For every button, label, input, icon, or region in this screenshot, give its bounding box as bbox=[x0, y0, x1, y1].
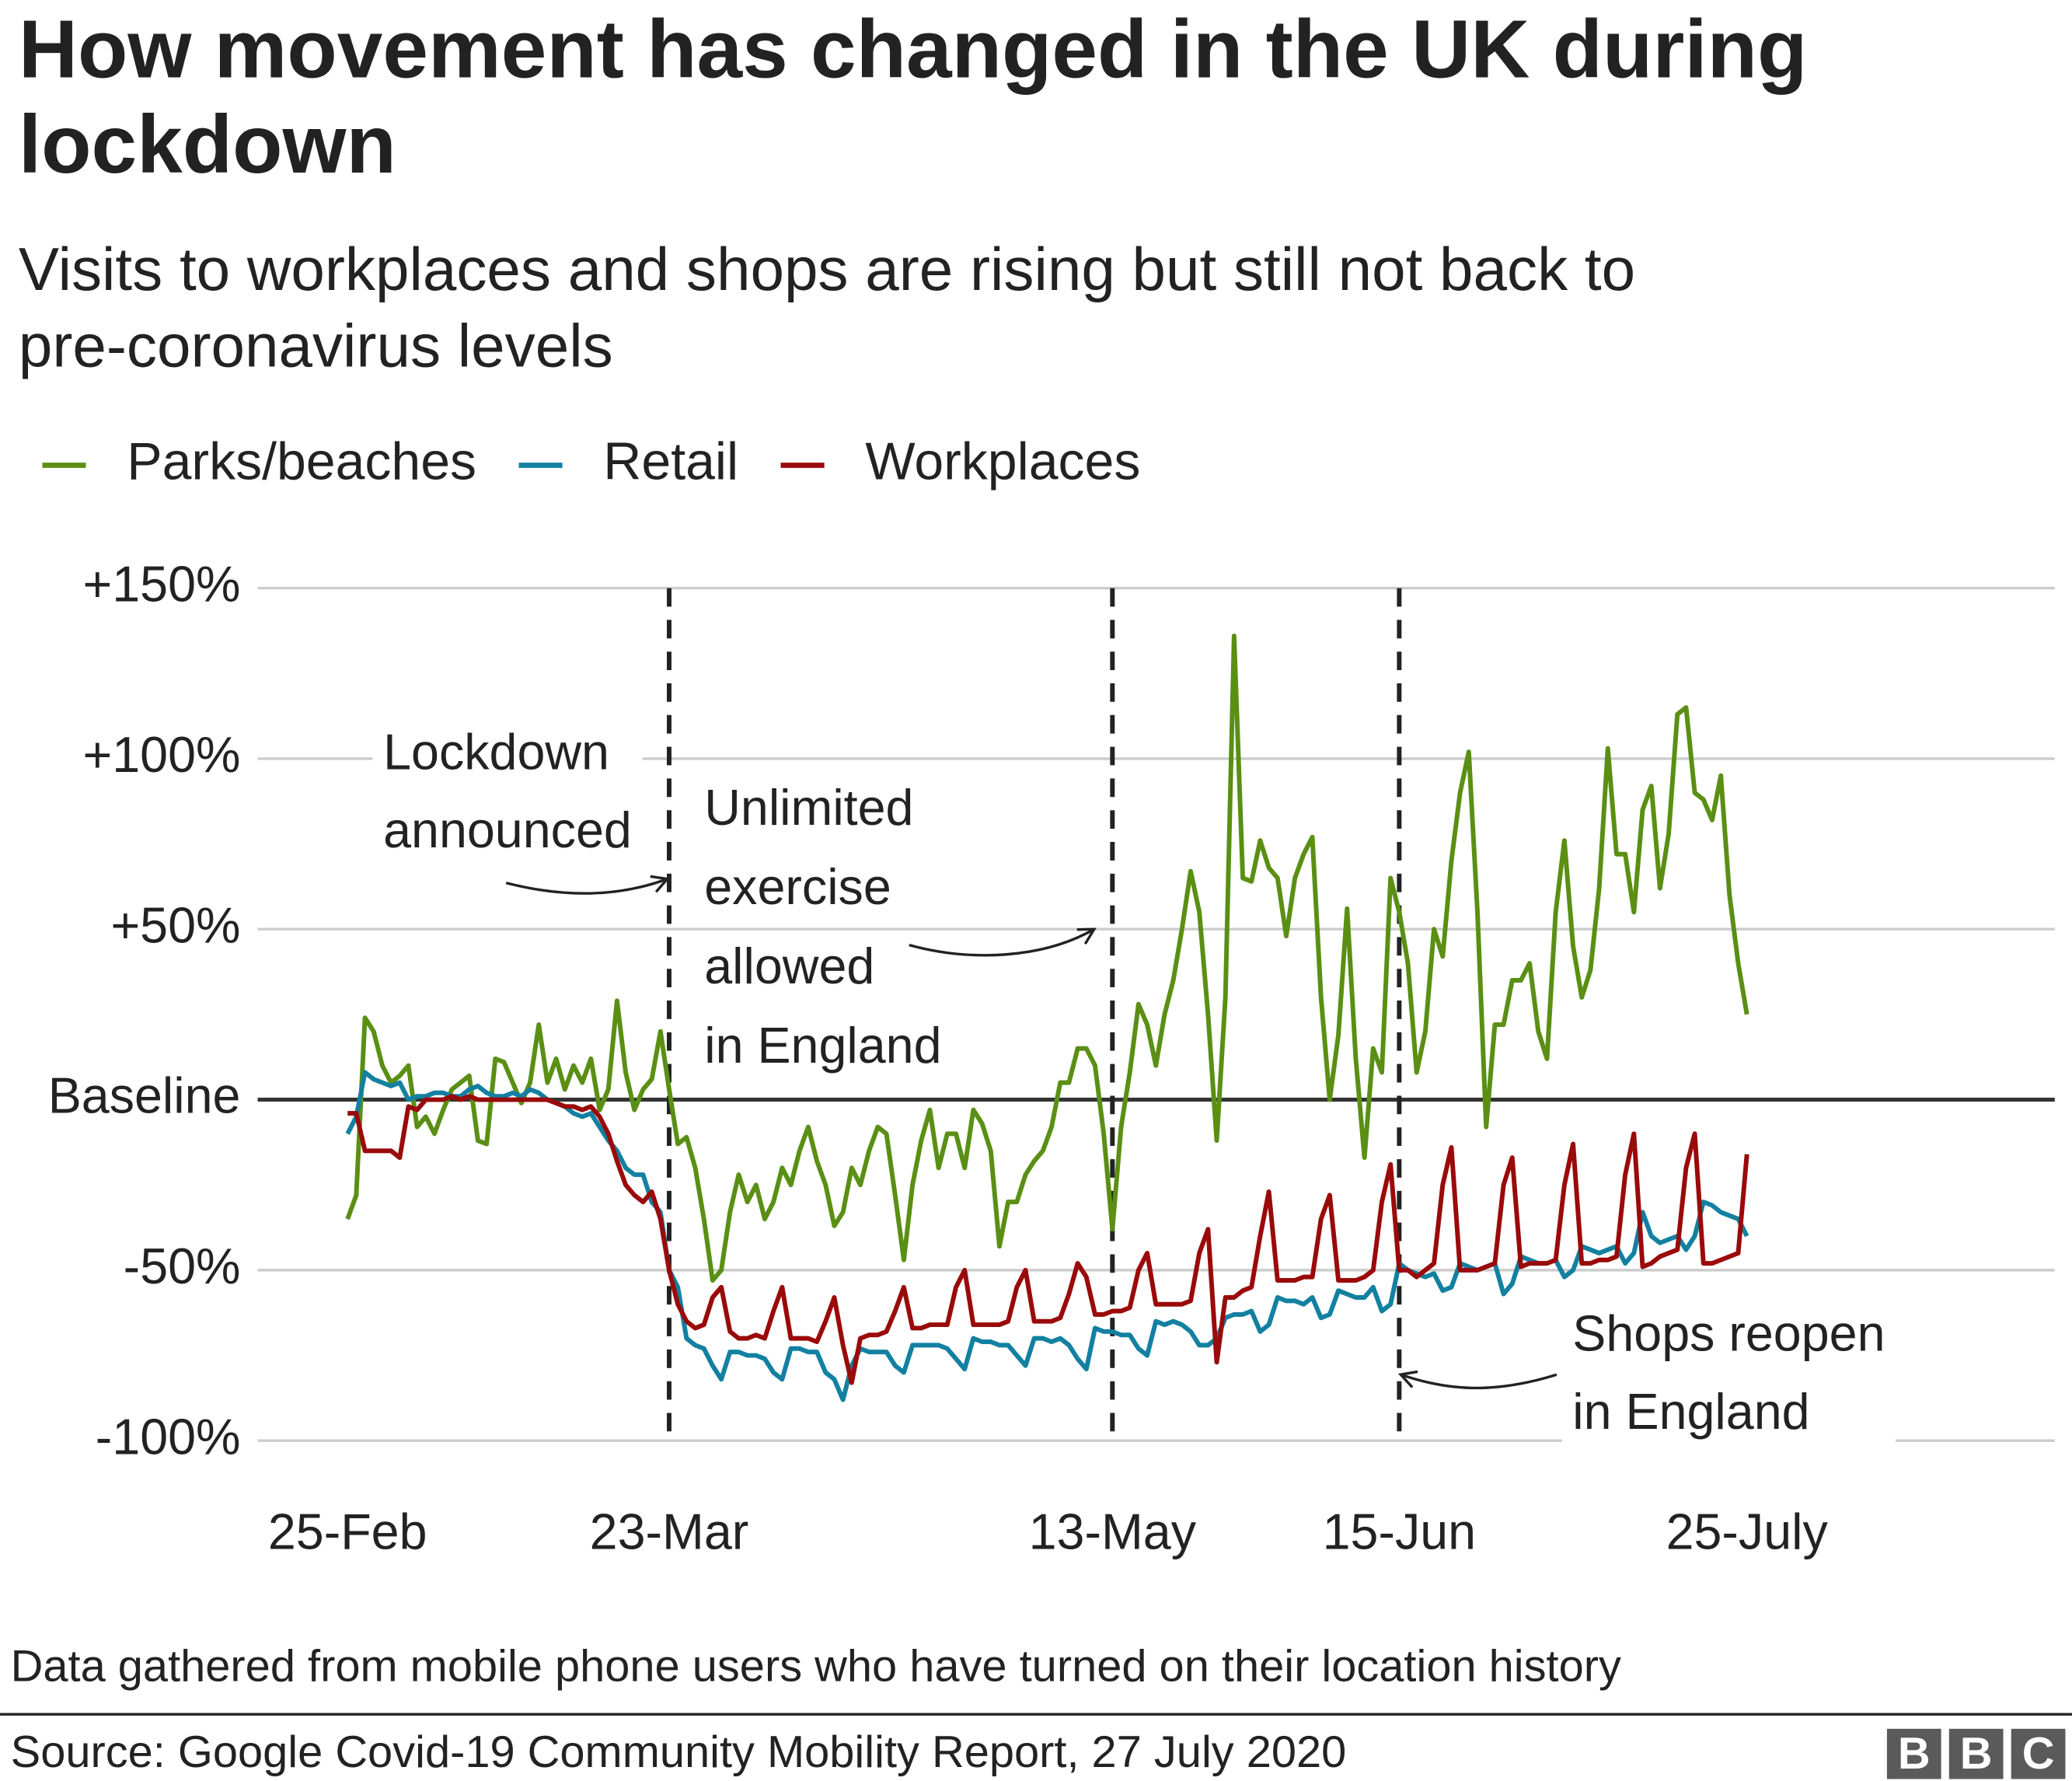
annotation-bg bbox=[372, 718, 643, 871]
annotation: Lockdown announced bbox=[372, 718, 670, 895]
annotation-text: exercise bbox=[704, 859, 891, 915]
annotation-text: Unlimited bbox=[704, 780, 913, 836]
annotation-bg bbox=[1561, 1300, 1896, 1453]
y-tick-label: -100% bbox=[96, 1409, 241, 1465]
annotation-arrow bbox=[505, 878, 668, 895]
y-tick-label: +50% bbox=[110, 897, 240, 953]
series-line bbox=[347, 1094, 1749, 1385]
logo-letter: B bbox=[1898, 1729, 1931, 1779]
logo-letter: C bbox=[2022, 1729, 2055, 1779]
x-tick-label: 23-Mar bbox=[590, 1504, 749, 1560]
annotation-arrowhead bbox=[650, 875, 670, 893]
annotation-text: Lockdown bbox=[383, 725, 609, 780]
annotation-arrowhead bbox=[1397, 1370, 1418, 1388]
annotation-arrow bbox=[1400, 1373, 1557, 1390]
x-tick-label: 13-May bbox=[1029, 1504, 1197, 1560]
annotation-text: announced bbox=[383, 802, 632, 858]
legend-label: Retail bbox=[603, 431, 738, 491]
logo-block bbox=[1948, 1728, 2004, 1779]
annotation: Unlimited exercise allowed in England bbox=[704, 780, 1097, 1074]
y-tick-label: +150% bbox=[83, 557, 241, 613]
legend-label: Parks/beaches bbox=[127, 431, 476, 491]
x-tick-label: 15-Jun bbox=[1323, 1504, 1477, 1560]
annotation-text: in England bbox=[1572, 1384, 1809, 1440]
x-tick-label: 25-July bbox=[1666, 1504, 1829, 1560]
annotation-arrow bbox=[909, 927, 1095, 957]
logo-block bbox=[2011, 1728, 2066, 1779]
logo-block bbox=[1886, 1728, 1941, 1779]
y-tick-label: -50% bbox=[124, 1238, 241, 1294]
annotation-text: allowed bbox=[704, 938, 874, 994]
legend-label: Workplaces bbox=[865, 431, 1140, 491]
annotation: Shops reopen in England bbox=[1397, 1300, 1896, 1453]
series-line bbox=[345, 634, 1749, 1283]
annotation-text: in England bbox=[704, 1018, 941, 1074]
annotation-text: Shops reopen bbox=[1572, 1306, 1885, 1362]
series-line bbox=[345, 1070, 1749, 1402]
note: Data gathered from mobile phone users wh… bbox=[11, 1642, 1621, 1692]
annotation-arrowhead bbox=[1076, 927, 1097, 945]
x-tick-label: 25-Feb bbox=[268, 1504, 427, 1560]
y-tick-label: Baseline bbox=[48, 1068, 241, 1124]
logo-letter: B bbox=[1960, 1729, 1993, 1779]
source: Source: Google Covid-19 Community Mobili… bbox=[11, 1727, 1347, 1777]
chart-subtitle: Visits to workplaces and shops are risin… bbox=[19, 235, 1635, 380]
y-tick-label: +100% bbox=[83, 727, 241, 783]
chart-title: How movement has changed in the UK durin… bbox=[19, 4, 1808, 190]
